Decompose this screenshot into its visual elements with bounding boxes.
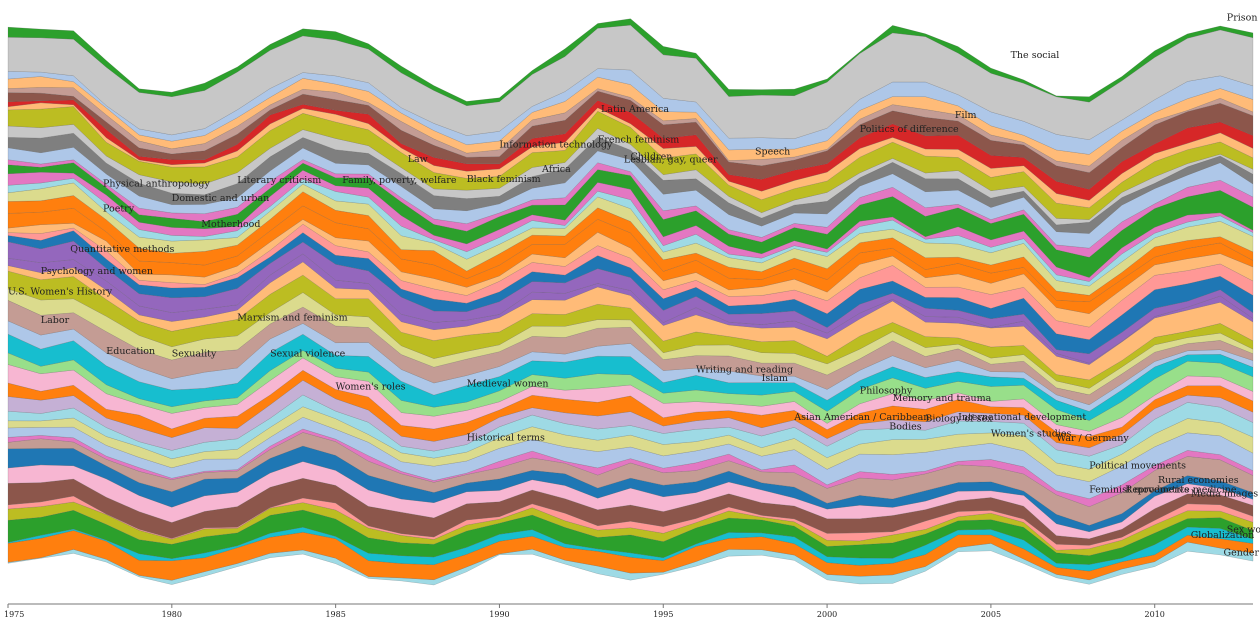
topic-label-latin-america: Latin America xyxy=(601,104,669,115)
topic-label-sexual-violence: Sexual violence xyxy=(270,348,346,359)
topic-label-domestic-and-urban: Domestic and urban xyxy=(172,193,269,204)
topic-label-globalization: Globalization xyxy=(1191,530,1255,541)
topic-label-black-feminism: Black feminism xyxy=(467,174,541,185)
topic-label-psychology-and-women: Psychology and women xyxy=(41,266,153,277)
topic-label-information-technology: Information technology xyxy=(499,140,613,151)
x-tick-label-1995: 1995 xyxy=(653,610,673,619)
topic-label-biology-of-sex: Biology of sex xyxy=(925,414,993,425)
topic-label-motherhood: Motherhood xyxy=(201,219,260,230)
topic-label-children: Children xyxy=(631,152,673,163)
topic-label-poetry: Poetry xyxy=(103,204,135,215)
topic-label-the-social: The social xyxy=(1011,50,1060,61)
x-tick-label-1980: 1980 xyxy=(162,610,182,619)
topic-label-writing-and-reading: Writing and reading xyxy=(696,364,793,375)
topic-label-politics-of-difference: Politics of difference xyxy=(860,124,959,135)
topic-label-reproductive-medicine: Reproductive medicine xyxy=(1125,485,1237,496)
topic-label-literary-criticism: Literary criticism xyxy=(237,175,321,186)
x-tick-label-2010: 2010 xyxy=(1145,610,1165,619)
topic-label-islam: Islam xyxy=(762,373,788,384)
topic-label-war-germany: War / Germany xyxy=(1056,433,1129,444)
topic-label-law: Law xyxy=(408,154,428,165)
topic-label-physical-anthropology: Physical anthropology xyxy=(103,179,210,190)
topic-label-sexuality: Sexuality xyxy=(172,348,217,359)
topic-label-feminist-movements: Feminist movements xyxy=(1089,485,1189,496)
topic-label-africa: Africa xyxy=(541,164,571,175)
topic-label-philosophy: Philosophy xyxy=(860,386,913,397)
x-axis-ticks: 1975 1980 1985 1990 1995 2000 2005 2010 xyxy=(4,604,1165,619)
topic-label-sex-work: Sex work xyxy=(1227,525,1260,536)
topic-label-marxism-and-feminism: Marxism and feminism xyxy=(237,312,347,323)
topic-label-education: Education xyxy=(106,346,155,357)
topic-label-french-feminism: French feminism xyxy=(598,134,680,145)
x-tick-label-1990: 1990 xyxy=(489,610,509,619)
topic-label-speech: Speech xyxy=(755,146,790,157)
stream-layer-prison xyxy=(7,18,1254,106)
topic-label-political-movements: Political movements xyxy=(1089,461,1186,472)
topic-label-women-s-studies: Women's studies xyxy=(991,428,1072,439)
topic-label-rural-economies: Rural economies xyxy=(1158,475,1239,486)
topic-label-labor: Labor xyxy=(41,315,70,326)
topic-label-medieval-women: Medieval women xyxy=(467,379,549,390)
topic-label-lesbian-gay-queer: Lesbian, gay, queer xyxy=(624,154,718,165)
x-axis: 1975 1980 1985 1990 1995 2000 2005 2010 xyxy=(4,603,1253,619)
topic-labels: The social Prison Film Politics of differen… xyxy=(8,13,1260,559)
topic-label-family-poverty-welfare: Family, poverty, welfare xyxy=(342,175,457,186)
topic-label-media-images: Media images xyxy=(1191,489,1259,500)
x-tick-label-2000: 2000 xyxy=(817,610,837,619)
topic-label-bodies: Bodies xyxy=(889,422,921,433)
topic-label-international-development: International development xyxy=(958,412,1086,423)
topic-label-women-s-roles: Women's roles xyxy=(336,382,406,393)
topic-label-historical-terms: Historical terms xyxy=(467,432,545,443)
stream-layers xyxy=(7,18,1254,586)
topic-label-u-s-women-s-history: U.S. Women's History xyxy=(8,287,113,298)
topic-label-quantitative-methods: Quantitative methods xyxy=(70,244,174,255)
x-tick-label-2005: 2005 xyxy=(981,610,1001,619)
topic-label-memory-and-trauma: Memory and trauma xyxy=(893,393,992,404)
topic-label-gender-theory: Gender theory xyxy=(1224,547,1260,558)
topic-label-asian-american-caribbean: Asian American / Caribbean xyxy=(793,412,929,423)
topic-label-film: Film xyxy=(955,110,977,121)
topic-label-prison: Prison xyxy=(1227,13,1258,24)
x-tick-label-1985: 1985 xyxy=(325,610,345,619)
x-tick-label-1975: 1975 xyxy=(4,610,24,619)
